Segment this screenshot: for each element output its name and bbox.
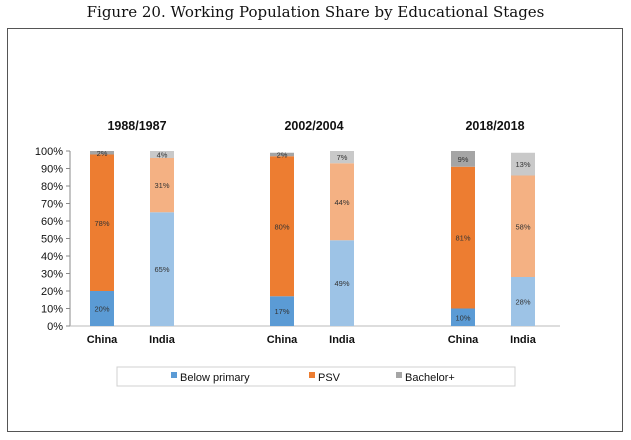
category-label: China	[448, 334, 479, 346]
category-label: India	[510, 334, 537, 346]
bar-segment	[511, 277, 535, 326]
data-label: 49%	[334, 279, 349, 288]
bar-segment	[451, 151, 475, 167]
category-label: China	[87, 334, 118, 346]
y-tick-label: 40%	[41, 251, 63, 263]
y-tick-label: 10%	[41, 304, 63, 316]
bar-segment	[330, 240, 354, 326]
bar-segment	[451, 308, 475, 326]
y-tick-label: 70%	[41, 199, 63, 211]
data-label: 13%	[515, 160, 530, 169]
legend-swatch	[396, 372, 402, 378]
y-tick-label: 60%	[41, 216, 63, 228]
bar-segment	[511, 175, 535, 277]
y-tick-label: 0%	[47, 321, 63, 333]
bar-segment	[270, 152, 294, 157]
bar-segment	[150, 151, 174, 158]
bar-segment	[270, 156, 294, 297]
bar-segment	[270, 296, 294, 326]
y-tick-label: 20%	[41, 286, 63, 298]
data-label: 2%	[277, 151, 288, 160]
bar-segment	[330, 163, 354, 241]
data-label: 9%	[458, 155, 469, 164]
data-label: 65%	[154, 265, 169, 274]
data-label: 4%	[157, 151, 168, 160]
data-label: 10%	[455, 313, 470, 322]
category-label: India	[329, 334, 356, 346]
legend-entry: PSV	[318, 372, 341, 384]
data-label: 7%	[337, 153, 348, 162]
y-tick-label: 50%	[41, 234, 63, 246]
bar-segment	[150, 158, 174, 213]
group-label: 2018/2018	[465, 119, 524, 133]
data-label: 28%	[515, 298, 530, 307]
data-label: 80%	[274, 222, 289, 231]
y-tick-label: 80%	[41, 181, 63, 193]
figure-title: Figure 20. Working Population Share by E…	[86, 3, 545, 21]
bar-segment	[150, 212, 174, 326]
legend-swatch	[171, 372, 177, 378]
bar-segment	[330, 151, 354, 164]
category-label: China	[267, 334, 298, 346]
bar-segment	[90, 291, 114, 326]
bar-segment	[451, 166, 475, 309]
group-label: 1988/1987	[107, 119, 166, 133]
legend-box	[116, 366, 516, 387]
bar-segment	[90, 151, 114, 155]
legend-swatch	[309, 372, 315, 378]
y-tick-label: 30%	[41, 269, 63, 281]
category-label: India	[149, 334, 176, 346]
y-tick-label: 90%	[41, 164, 63, 176]
y-tick-label: 100%	[35, 146, 63, 158]
data-label: 81%	[455, 234, 470, 243]
data-label: 58%	[515, 222, 530, 231]
data-label: 31%	[154, 181, 169, 190]
bar-segment	[90, 154, 114, 291]
legend-entry: Below primary	[180, 372, 250, 384]
group-label: 2002/2004	[284, 119, 343, 133]
data-label: 44%	[334, 198, 349, 207]
data-label: 20%	[94, 305, 109, 314]
bar-segment	[511, 152, 535, 176]
data-label: 78%	[94, 219, 109, 228]
data-label: 17%	[274, 307, 289, 316]
data-label: 2%	[97, 149, 108, 158]
legend-entry: Bachelor+	[405, 372, 455, 384]
